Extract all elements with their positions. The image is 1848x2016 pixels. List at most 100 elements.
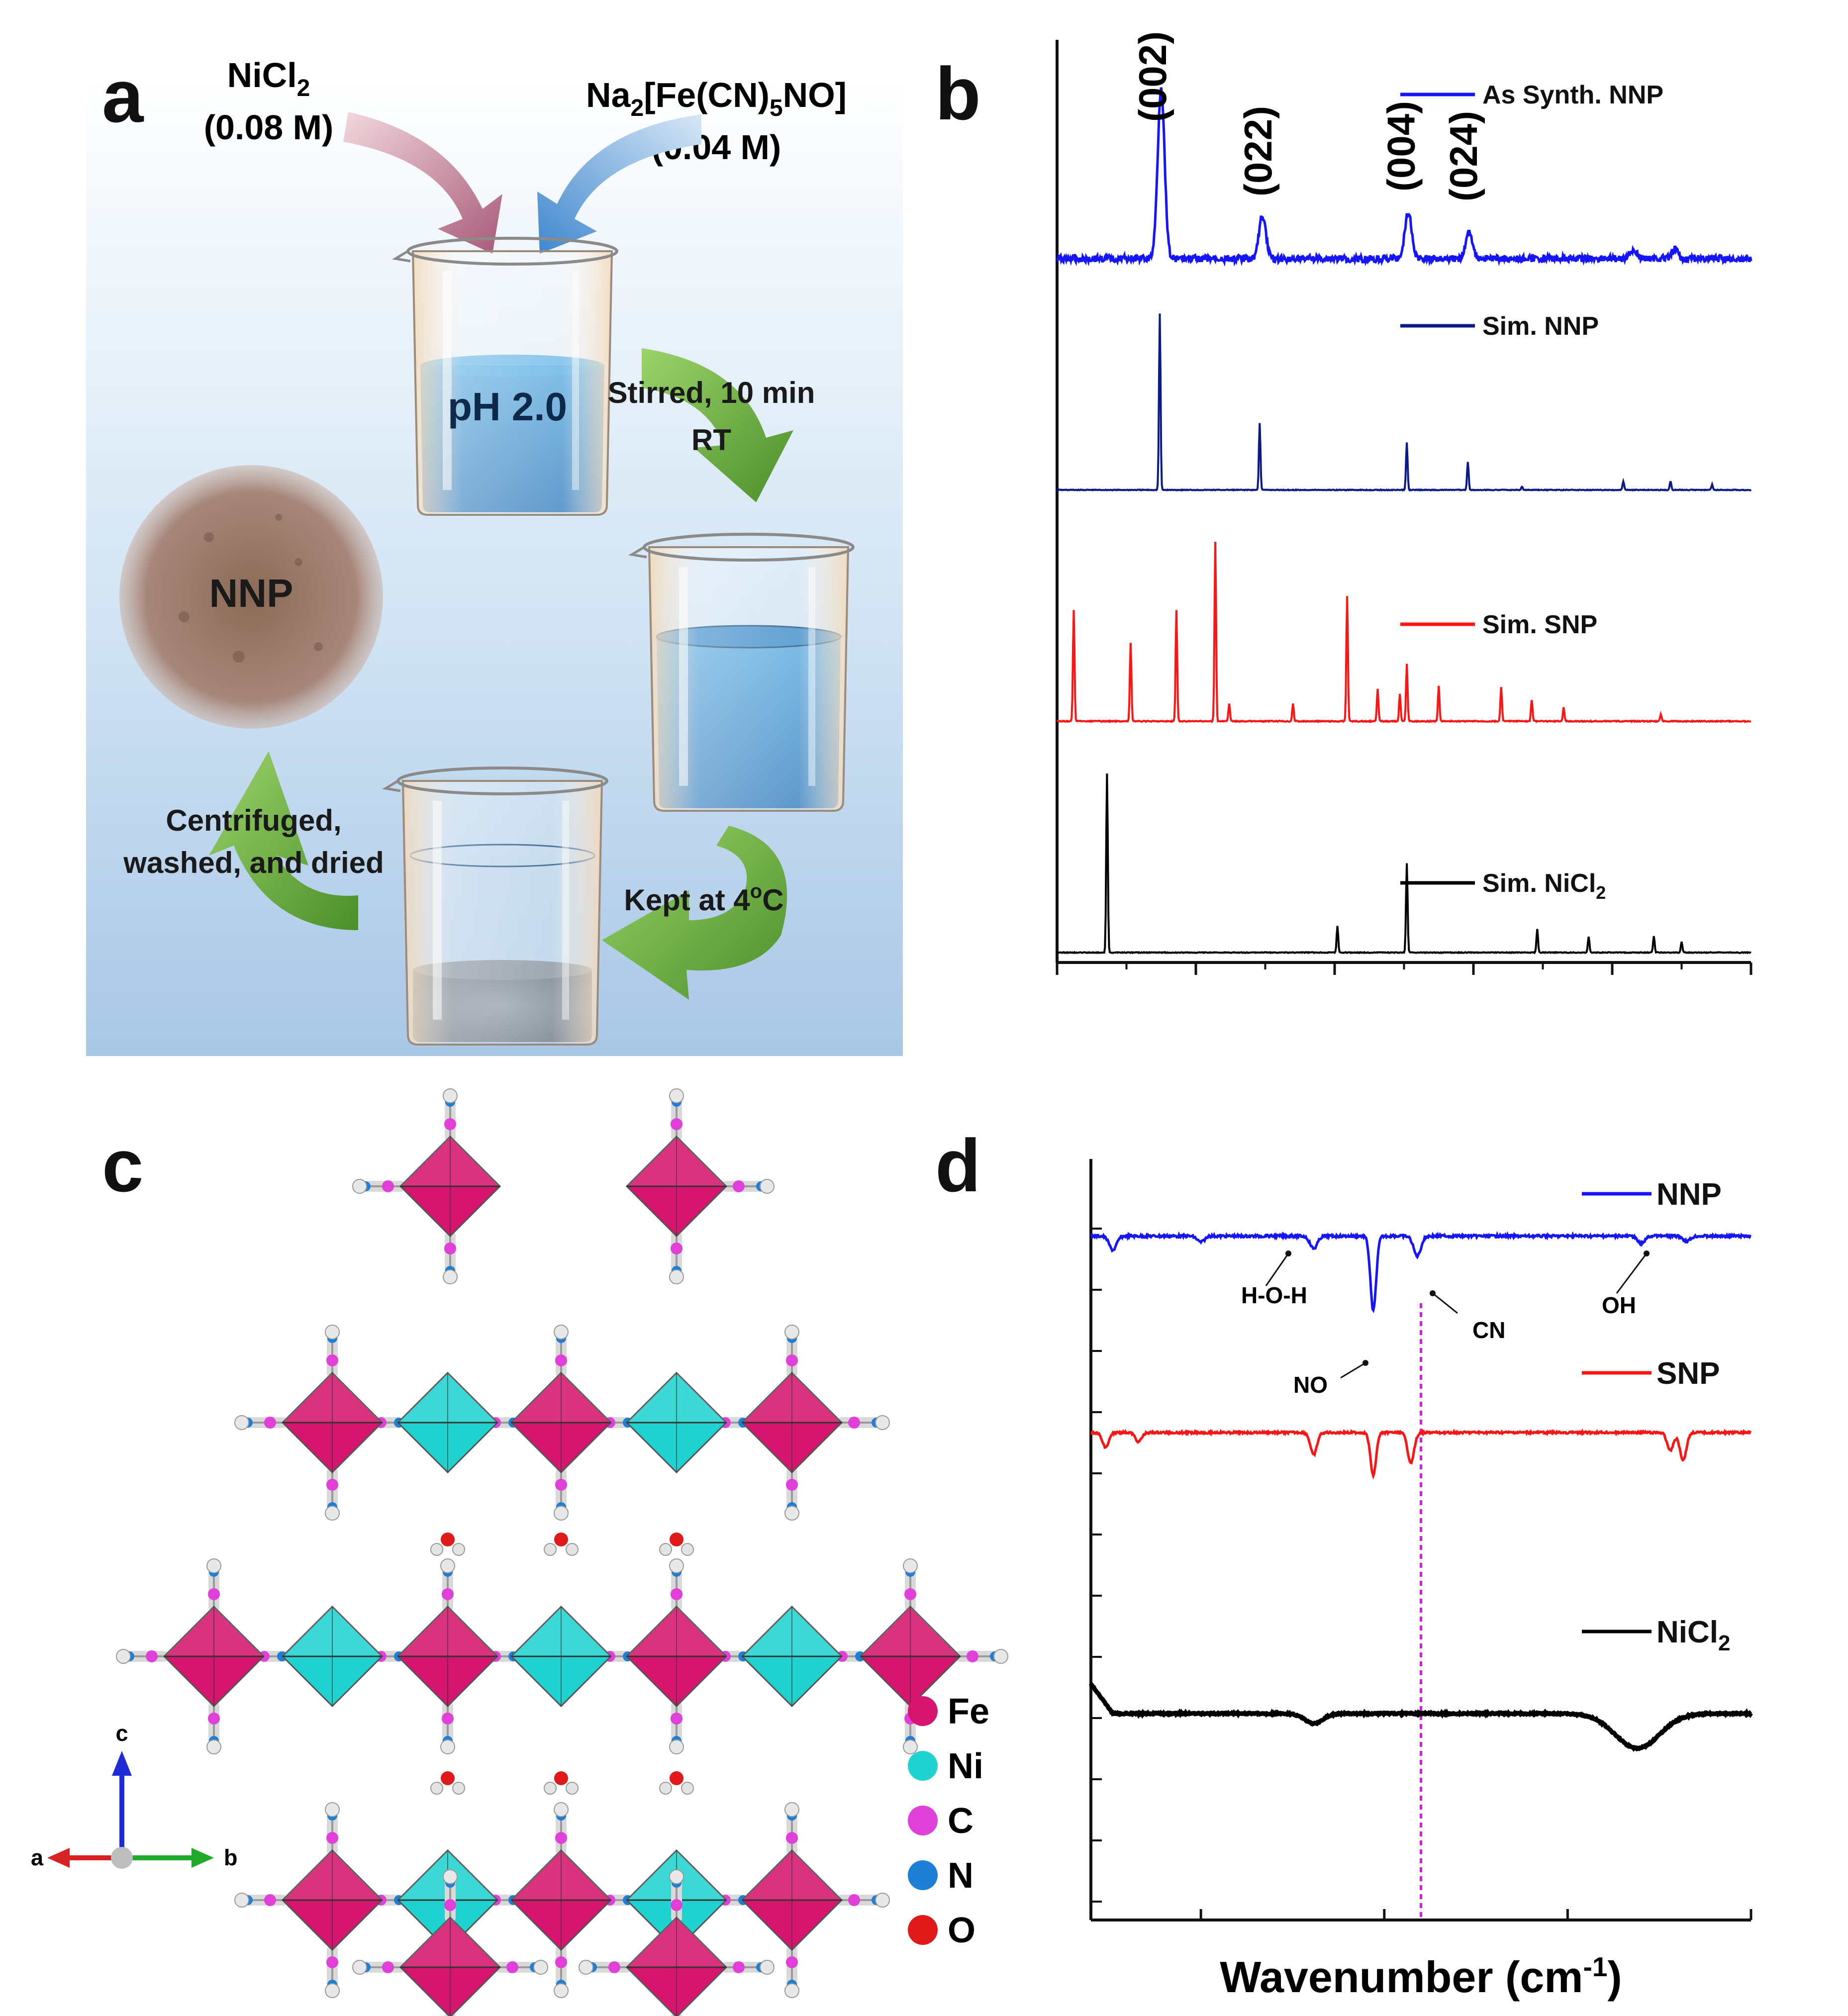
x-axis-label: Wavenumber (cm-1)	[1220, 1951, 1622, 2002]
hkl-label: (024)	[1442, 111, 1485, 201]
hydrogen-atom	[566, 1782, 579, 1795]
legend-text: As Synth. NNP	[1482, 81, 1663, 109]
atom	[848, 1417, 860, 1429]
annotation-label: NO	[1293, 1372, 1328, 1398]
atom	[208, 1713, 220, 1725]
legend-sub: 2	[1718, 1631, 1730, 1655]
cap	[443, 1869, 458, 1884]
annotation-arrowhead	[1285, 1250, 1291, 1256]
step1-line1: Stirred, 10 min	[608, 376, 815, 409]
cap	[325, 1325, 340, 1340]
cap	[993, 1649, 1008, 1664]
cap	[206, 1739, 221, 1754]
cap	[443, 1269, 458, 1284]
hydrogen-atom	[544, 1543, 557, 1556]
panel-c-label: c	[102, 1124, 143, 1207]
annotation-arrow	[1340, 1362, 1366, 1379]
legend-label-fe: Fe	[948, 1692, 989, 1731]
step3-line1: Centrifuged,	[166, 804, 341, 837]
atom	[786, 1832, 798, 1844]
crystal-structure	[116, 1088, 1008, 2016]
atom	[671, 1899, 682, 1911]
atom	[555, 1354, 567, 1366]
cap	[554, 1983, 569, 1998]
atom	[444, 1243, 456, 1254]
legend-label-1: SNP	[1656, 1356, 1720, 1391]
oxygen-atom	[554, 1771, 568, 1785]
ph-label: pH 2.0	[448, 384, 567, 429]
oxygen-atom	[554, 1533, 568, 1546]
oxygen-atom	[441, 1533, 455, 1546]
hkl-label: (022)	[1236, 106, 1280, 196]
legend-swatch-ni	[908, 1751, 938, 1781]
cap	[206, 1558, 221, 1573]
cap	[784, 1983, 799, 1998]
cap	[234, 1415, 249, 1430]
cap	[669, 1269, 684, 1284]
arrow-nicl2	[343, 112, 502, 254]
ftir-plot: Wavenumber (cm-1) NNP SNP NiCl2 H-O-H NO CN OH	[1088, 1159, 1753, 2002]
atom	[671, 1588, 682, 1600]
axis-triad: c b a	[31, 1721, 238, 1870]
cap	[903, 1739, 918, 1754]
series-line-0	[1090, 1231, 1751, 1313]
cap	[875, 1893, 890, 1908]
atom	[786, 1479, 798, 1491]
x-label-pre: Wavenumber (cm	[1220, 1952, 1583, 2002]
atom	[848, 1894, 860, 1906]
atom	[904, 1588, 916, 1600]
panel-c: c c b a Fe Ni CNO	[31, 1088, 1008, 2016]
oxygen-atom	[441, 1771, 455, 1785]
cap	[325, 1506, 340, 1521]
axis-c-label: c	[115, 1721, 128, 1746]
atom	[786, 1956, 798, 1968]
atom	[382, 1180, 394, 1192]
cap	[554, 1325, 569, 1340]
atom	[506, 1961, 518, 1973]
atom	[555, 1479, 567, 1491]
legend-label-c: C	[948, 1801, 973, 1841]
x-label-sup: -1	[1583, 1951, 1608, 1982]
cap	[325, 1983, 340, 1998]
cap	[760, 1960, 775, 1975]
legend-label-ni: Ni	[948, 1746, 983, 1786]
legend-swatch-fe	[908, 1696, 938, 1726]
step2-label: Kept at 4oC	[624, 880, 783, 917]
panel-d-label: d	[935, 1124, 981, 1207]
axis-a-label: a	[31, 1845, 44, 1870]
cap	[440, 1558, 455, 1573]
panel-a-label: a	[102, 54, 144, 138]
atom	[326, 1354, 338, 1366]
legend-label-0: As Synth. NNP	[1482, 81, 1663, 109]
oxygen-atom	[670, 1533, 683, 1546]
legend-text: NNP	[1656, 1177, 1722, 1212]
hkl-label: (002)	[1131, 31, 1174, 122]
step1-line2: RT	[691, 423, 731, 457]
cap	[554, 1506, 569, 1521]
x-label-post: )	[1607, 1952, 1622, 2002]
reagent1-conc: (0.08 M)	[204, 108, 334, 147]
legend-text: Sim. NiCl	[1482, 869, 1596, 898]
annotation-arrowhead	[1644, 1250, 1650, 1256]
atom	[555, 1956, 567, 1968]
legend-swatch-n	[908, 1860, 938, 1890]
hydrogen-atom	[430, 1782, 443, 1795]
legend-label-2: Sim. SNP	[1482, 610, 1597, 639]
atom	[326, 1956, 338, 1968]
xrd-plot: As Synth. NNP Sim. NNP Sim. SNP Sim. NiCl2 (…	[1056, 31, 1752, 975]
cap	[784, 1802, 799, 1817]
panel-d: d Wavenumber (cm-1)NNPSNPNiCl2H-O-HNOCNO…	[935, 1124, 1753, 2002]
atom	[442, 1713, 454, 1725]
beaker-2	[632, 534, 853, 811]
atom	[444, 1118, 456, 1130]
atom	[442, 1588, 454, 1600]
beaker-3	[386, 768, 607, 1045]
cap	[325, 1802, 340, 1817]
atom	[733, 1961, 745, 1973]
series-line-2	[1056, 542, 1751, 724]
legend-text: Sim. SNP	[1482, 610, 1597, 639]
legend-label-1: Sim. NNP	[1482, 312, 1599, 341]
atom	[608, 1961, 620, 1973]
arrow-snp	[537, 114, 701, 254]
cap	[533, 1960, 548, 1975]
